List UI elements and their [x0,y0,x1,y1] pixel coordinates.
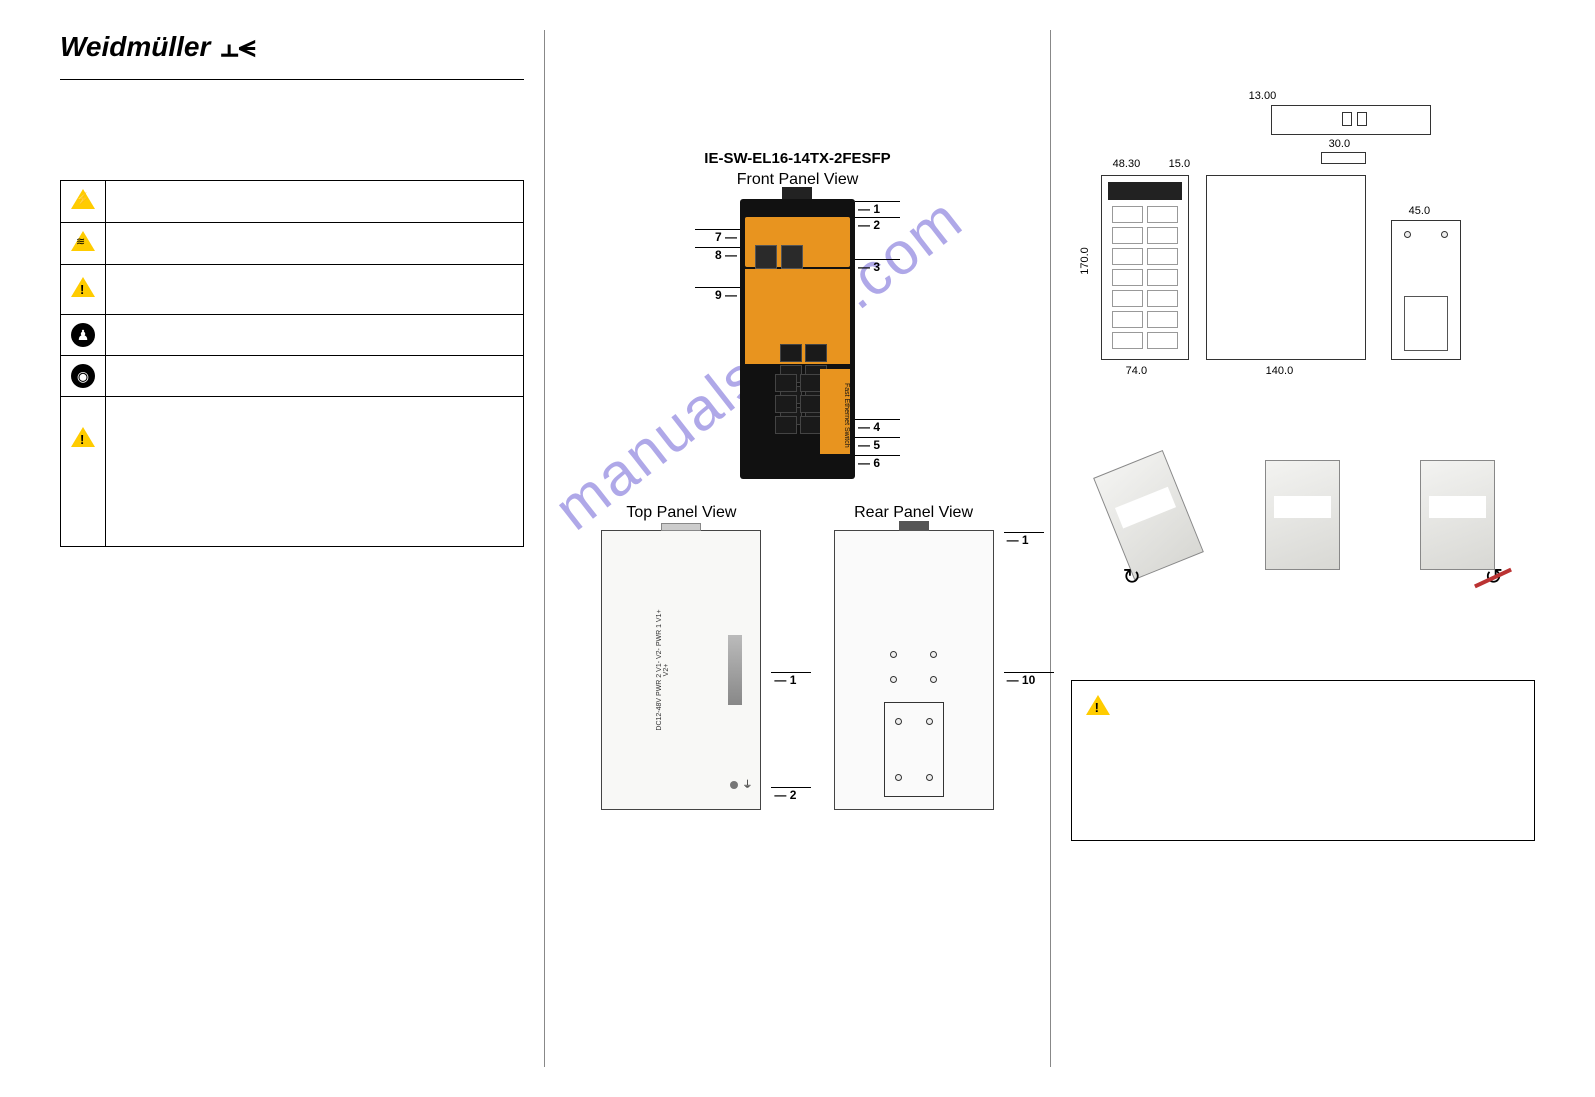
sfp-slot [755,245,777,269]
front-panel-diagram: Fast Ethernet Switch — 1 — 2 — 3 — 4 — 5… [565,199,1029,479]
dim-74: 74.0 [1126,365,1147,377]
header-rule [60,79,524,80]
hazard-electric-icon [71,189,95,209]
page: Weidmüller ⫠⪪ ♟ ◉ IE-SW-EL16-14TX-2FESFP… [0,0,1595,1097]
rear-view-title: Rear Panel View [834,504,994,522]
brand-logo: Weidmüller ⫠⪪ [60,30,524,64]
dimensions-area: 13.00 30.0 170.0 74.0 48.30 15.0 [1071,70,1535,370]
secondary-views: Top Panel View DC12-48V PWR 2 V1- V2- PW… [565,504,1029,810]
column-2: IE-SW-EL16-14TX-2FESFP Front Panel View [545,30,1050,1067]
warning-box [1071,680,1535,841]
terminal-block [728,635,742,705]
globe-icon: ◉ [71,364,95,388]
hazard-warning-icon-3 [1086,695,1110,715]
dim-1300: 13.00 [1249,90,1277,102]
dim-15: 15.0 [1169,158,1190,170]
column-1: Weidmüller ⫠⪪ ♟ ◉ [40,30,545,1067]
column-3: 13.00 30.0 170.0 74.0 48.30 15.0 [1051,30,1555,1067]
mount-step-2 [1265,460,1340,570]
dim-170: 170.0 [1078,247,1090,275]
ground-icon: ⏚ [742,776,752,791]
top-view-title: Top Panel View [601,504,761,522]
hazard-warning-icon-2 [71,427,95,447]
top-panel-diagram: DC12-48V PWR 2 V1- V2- PWR 1 V1+ V2+ ⏚ [601,530,761,810]
dim-140: 140.0 [1266,365,1294,377]
arrow-icon: ↻ [1123,564,1141,590]
side-label: Fast Ethernet Switch [820,369,850,454]
ground-screw [730,781,738,789]
hazard-warning-icon [71,277,95,297]
dim-30: 30.0 [1329,138,1350,150]
device-body: Fast Ethernet Switch [740,199,855,479]
sfp-slot [781,245,803,269]
rear-panel-diagram [834,530,994,810]
hazard-hot-icon [71,231,95,251]
product-model: IE-SW-EL16-14TX-2FESFP [565,150,1029,167]
terminal-labels: DC12-48V PWR 2 V1- V2- PWR 1 V1+ V2+ [656,609,670,731]
din-clip [884,702,944,797]
safety-table: ♟ ◉ [60,180,524,547]
brand-symbol: ⫠⪪ [220,30,255,64]
dim-45: 45.0 [1409,205,1430,217]
mounting-row: ↻ ↺ [1071,460,1535,570]
person-icon: ♟ [71,323,95,347]
mount-step-1 [1093,450,1204,580]
mount-step-3 [1420,460,1495,570]
dim-4830: 48.30 [1113,158,1141,170]
brand-name: Weidmüller [60,31,210,63]
